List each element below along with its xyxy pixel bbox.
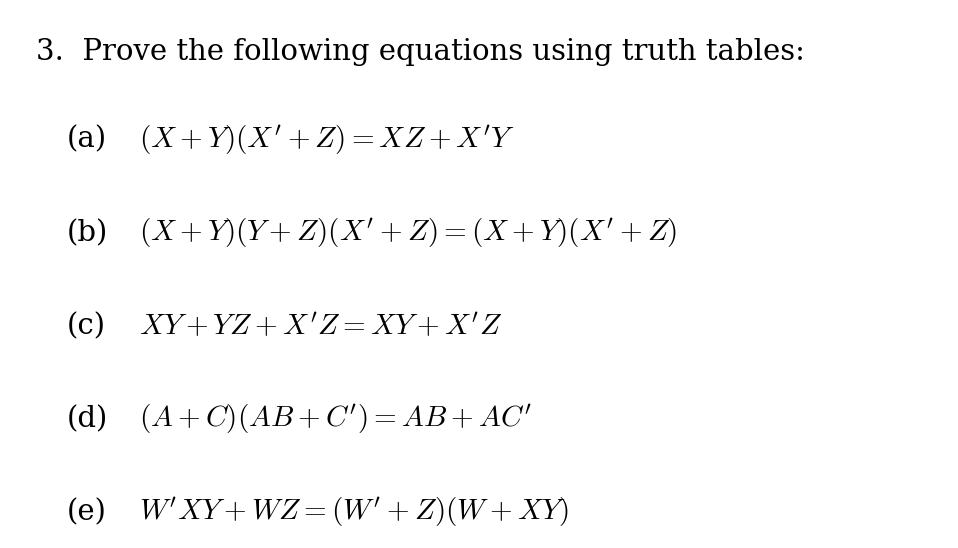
Text: (e): (e) <box>67 498 107 527</box>
Text: (d): (d) <box>67 405 108 433</box>
Text: $(X + Y)(X' + Z) = XZ + X'Y$: $(X + Y)(X' + Z) = XZ + X'Y$ <box>139 123 515 157</box>
Text: (b): (b) <box>67 219 108 247</box>
Text: $(A + C)(AB + C') = AB + AC'$: $(A + C)(AB + C') = AB + AC'$ <box>139 402 532 436</box>
Text: (a): (a) <box>67 125 107 154</box>
Text: $(X + Y)(Y + Z)(X' + Z) = (X + Y)(X' + Z)$: $(X + Y)(Y + Z)(X' + Z) = (X + Y)(X' + Z… <box>139 216 677 250</box>
Text: $W'XY + WZ = (W' + Z)(W + XY)$: $W'XY + WZ = (W' + Z)(W + XY)$ <box>139 495 568 529</box>
Text: 3.  Prove the following equations using truth tables:: 3. Prove the following equations using t… <box>36 38 806 66</box>
Text: $XY + YZ + X'Z = XY + X'Z$: $XY + YZ + X'Z = XY + X'Z$ <box>139 312 502 340</box>
Text: (c): (c) <box>67 312 106 340</box>
